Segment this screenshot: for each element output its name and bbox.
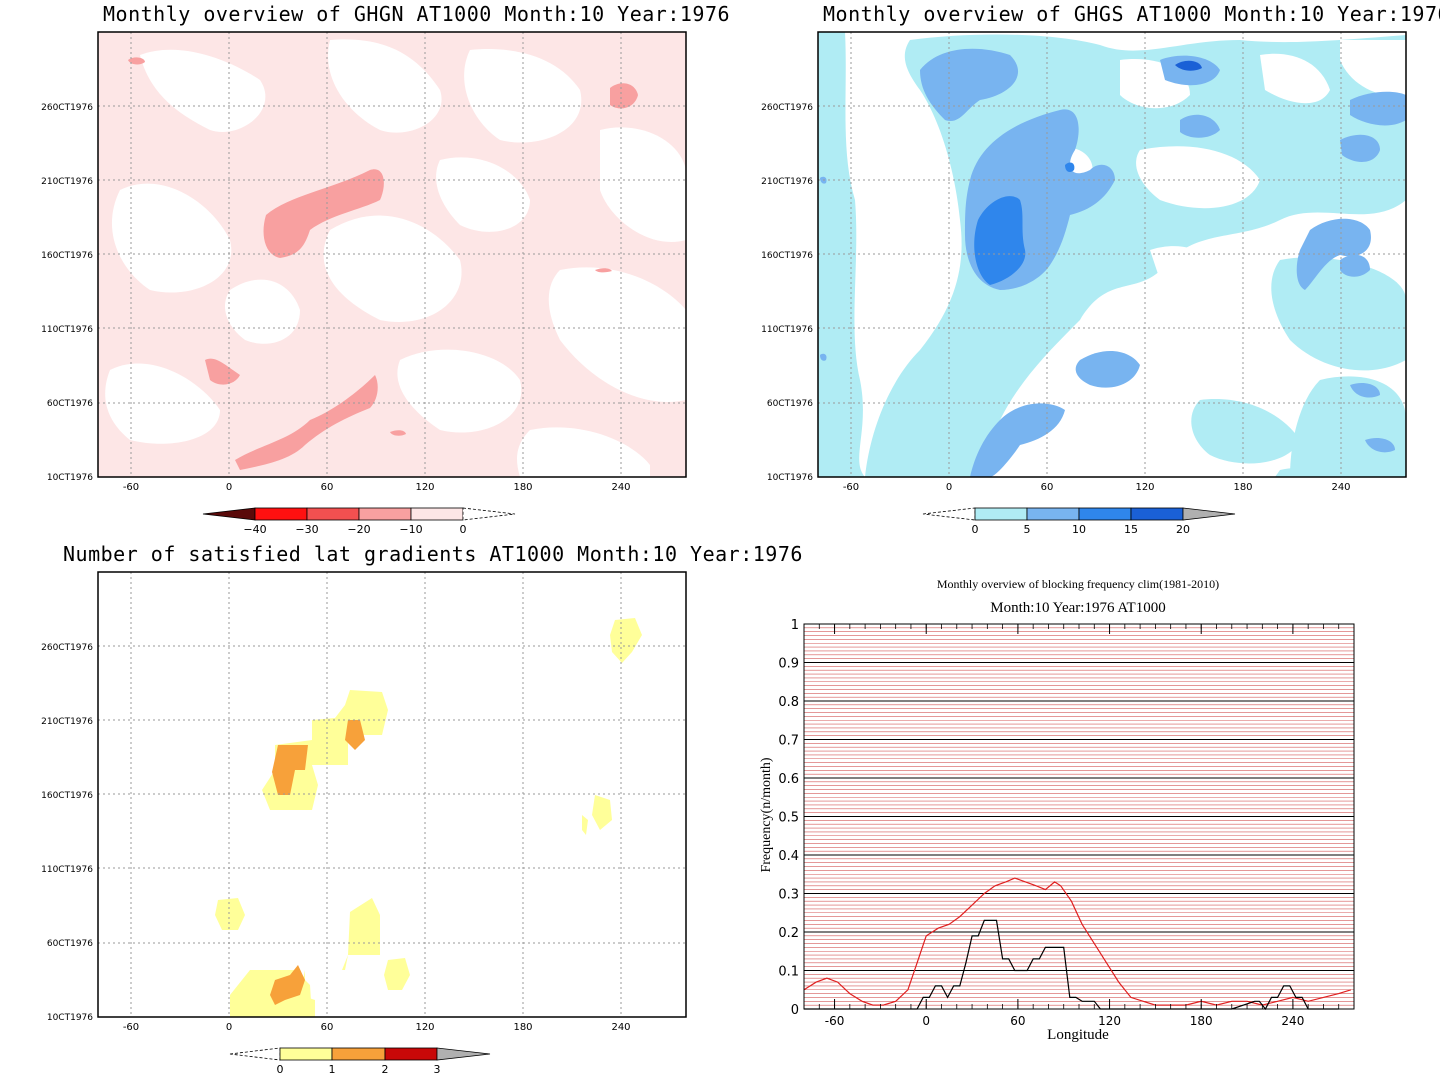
blocking-frequency-chart: Monthly overview of blocking frequency c… [759,577,1355,1043]
ghgn-xtick: 180 [513,482,532,493]
y-tick-label: 0.7 [778,734,799,749]
gradients-ytick: 60CT1976 [47,939,93,949]
chart-xlabel: Longitude [1047,1027,1109,1043]
ghgs-colorbar-label: 15 [1124,523,1138,536]
y-tick-label: 0 [791,1003,799,1018]
blocking-frequency-panel: Monthly overview of blocking frequency c… [720,540,1440,1091]
x-tick-label: 240 [1281,1014,1304,1028]
chart-subtitle: Month:10 Year:1976 AT1000 [990,600,1165,616]
y-tick-label: 0.9 [778,657,799,672]
ghgn-ytick: 160CT1976 [41,251,93,261]
gradients-panel: Number of satisfied lat gradients AT1000… [0,540,802,1091]
y-tick-label: 0.2 [778,926,799,941]
gradients-xtick: 240 [611,1022,630,1033]
ghgs-colorbar-label: 20 [1176,523,1190,536]
ghgn-colorbar-label: −20 [347,523,370,536]
series-line-0 [803,877,1352,1006]
ghgn-gridlines [98,32,686,477]
ghgn-map: 10CT1976 60CT1976 110CT1976 160CT1976 21… [41,31,687,536]
ghgn-ytick: 10CT1976 [47,473,93,483]
gradients-colorbar-label: 2 [382,1063,389,1076]
gradients-xtick: -60 [123,1022,139,1033]
ghgn-xtick: -60 [123,482,139,493]
ghgs-xtick: 180 [1233,482,1252,493]
ghgn-contours [98,32,686,477]
gradients-colorbar-label: 0 [277,1063,284,1076]
ghgs-xtick: -60 [843,482,859,493]
ghgs-xtick: 60 [1041,482,1054,493]
ghgs-colorbar: 0 5 10 15 20 [922,507,1236,536]
ghgn-title: Monthly overview of GHGN AT1000 Month:10… [103,2,731,26]
gradients-xtick: 180 [513,1022,532,1033]
ghgn-xtick: 60 [321,482,334,493]
ghgs-contours [818,32,1406,477]
ghgs-title: Monthly overview of GHGS AT1000 Month:10… [823,2,1440,26]
gradients-ytick: 10CT1976 [47,1013,93,1023]
gradients-xtick: 120 [415,1022,434,1033]
gradients-map: 10CT1976 60CT1976 110CT1976 160CT1976 21… [41,571,687,1076]
gradients-ytick: 260CT1976 [41,643,93,653]
chart-title: Monthly overview of blocking frequency c… [937,577,1219,591]
series-line-1 [804,919,1339,1011]
ghgn-xtick: 240 [611,482,630,493]
y-tick-label: 0.3 [778,888,799,903]
ghgn-panel: Monthly overview of GHGN AT1000 Month:10… [0,0,729,545]
ghgn-xtick: 0 [226,482,232,493]
ghgn-frame [97,31,687,478]
y-tick-label: 0.8 [778,695,799,710]
ghgs-colorbar-label: 0 [972,523,979,536]
ghgn-xtick: 120 [415,482,434,493]
ghgs-ytick: 210CT1976 [761,177,813,187]
gradients-frame [97,571,687,1018]
gradients-title: Number of satisfied lat gradients AT1000… [63,542,803,566]
gradients-xtick: 60 [321,1022,334,1033]
ghgn-colorbar-label: −10 [399,523,422,536]
ghgn-colorbar-label: −30 [295,523,318,536]
gradients-ytick: 110CT1976 [41,865,93,875]
ghgs-ytick: 10CT1976 [767,473,813,483]
ghgs-xtick: 240 [1331,482,1350,493]
ghgs-gridlines [818,32,1406,477]
chart-axes: 0 0.1 0.2 0.3 0.4 0.5 0.6 0.7 0.8 0.9 1 -60 0 60 120 18… [778,618,1355,1028]
ghgs-ytick: 60CT1976 [767,399,813,409]
ghgn-ytick: 210CT1976 [41,177,93,187]
gradients-contours [98,572,686,1017]
x-tick-label: -60 [825,1014,845,1028]
ghgs-map: 10CT1976 60CT1976 110CT1976 160CT1976 21… [761,31,1407,536]
gradients-colorbar-label: 1 [329,1063,336,1076]
gradients-ytick: 160CT1976 [41,791,93,801]
ghgs-xtick: 0 [946,482,952,493]
gradients-ytick: 210CT1976 [41,717,93,727]
ghgn-colorbar-label: 0 [460,523,467,536]
ghgs-ytick: 260CT1976 [761,103,813,113]
y-tick-label: 0.5 [778,811,799,826]
ghgs-xtick: 120 [1135,482,1154,493]
gradients-gridlines [98,572,686,1017]
ghgs-ytick: 160CT1976 [761,251,813,261]
ghgn-ytick: 110CT1976 [41,325,93,335]
x-tick-label: 180 [1190,1014,1213,1028]
ghgs-panel: Monthly overview of GHGS AT1000 Month:10… [720,0,1440,545]
y-tick-label: 1 [791,618,799,633]
x-tick-label: 60 [1010,1014,1025,1028]
ghgn-colorbar-label: −40 [243,523,266,536]
ghgs-ytick: 110CT1976 [761,325,813,335]
ghgs-frame [817,31,1407,478]
chart-gridlines [804,623,1354,1010]
ghgn-ytick: 260CT1976 [41,103,93,113]
gradients-colorbar-label: 3 [434,1063,441,1076]
ghgs-colorbar-label: 10 [1072,523,1086,536]
y-tick-label: 0.6 [778,772,799,787]
gradients-xtick: 0 [226,1022,232,1033]
gradients-colorbar: 0 1 2 3 [229,1047,491,1076]
x-tick-label: 120 [1098,1014,1121,1028]
ghgn-ytick: 60CT1976 [47,399,93,409]
chart-ylabel: Frequency(n/month) [759,757,774,872]
ghgn-colorbar: −40 −30 −20 −10 0 [202,507,516,536]
chart-series [803,877,1352,1011]
y-tick-label: 0.1 [778,965,799,980]
y-tick-label: 0.4 [778,849,799,864]
x-tick-label: 0 [922,1014,930,1028]
ghgs-colorbar-label: 5 [1024,523,1031,536]
